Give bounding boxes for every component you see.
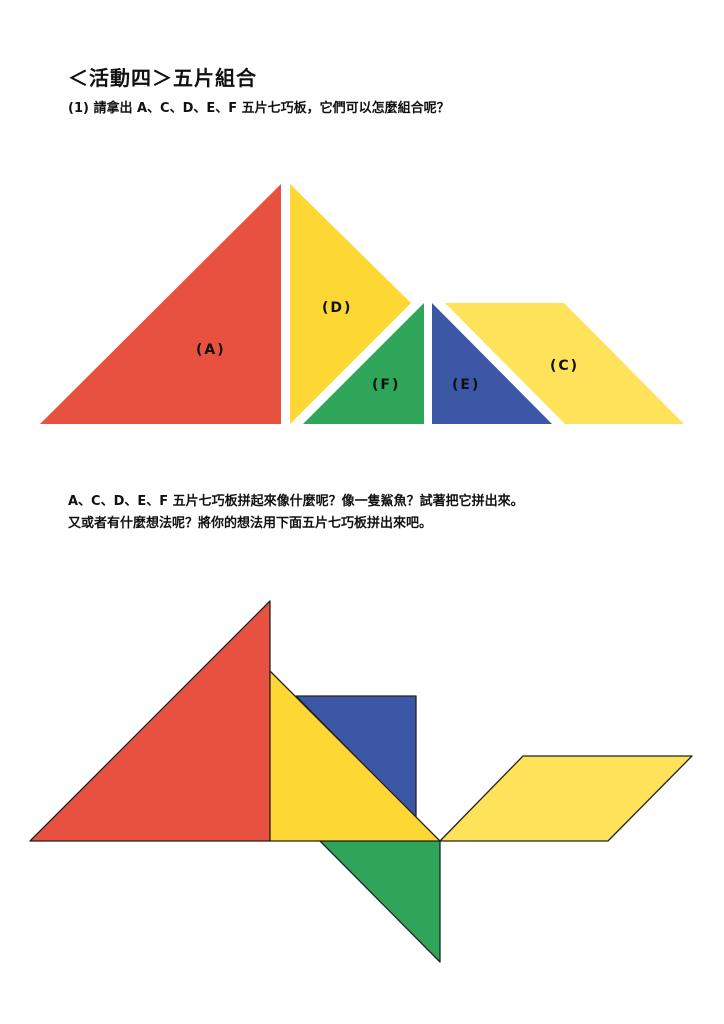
piece-c — [445, 303, 684, 424]
piece-f — [303, 303, 424, 424]
assembled-piece-a — [29, 600, 271, 842]
instruction-line-2: 又或者有什麼想法呢？將你的想法用下面五片七巧板拼出來吧。 — [68, 516, 433, 531]
question-1: (1) 請拿出 A、C、D、E、F 五片七巧板，它們可以怎麼組合呢？ — [68, 101, 450, 116]
assembled-piece-d — [269, 670, 441, 842]
piece-f-label: (F) — [372, 377, 400, 393]
activity-title: ＜活動四＞五片組合 — [68, 66, 257, 90]
piece-d-label: (D) — [322, 300, 352, 316]
instruction-line-1: A、C、D、E、F 五片七巧板拼起來像什麼呢？像一隻鯊魚？試著把它拼出來。 — [68, 494, 524, 509]
piece-e-label: (E) — [452, 377, 480, 393]
assembled-piece-f — [319, 840, 441, 963]
piece-a-label: (A) — [196, 342, 226, 358]
piece-a — [40, 184, 281, 424]
piece-c-label: (C) — [550, 358, 579, 374]
assembled-figure — [29, 600, 693, 963]
piece-e — [432, 303, 552, 424]
piece-d — [290, 184, 411, 424]
assembled-piece-c — [439, 755, 693, 842]
